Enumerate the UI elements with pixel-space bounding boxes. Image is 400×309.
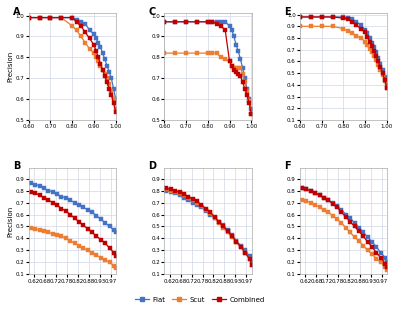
Text: A: A xyxy=(13,7,20,17)
Text: F: F xyxy=(284,162,291,171)
Text: E: E xyxy=(284,7,291,17)
Legend: Flat, Scut, Combined: Flat, Scut, Combined xyxy=(132,294,268,306)
Text: B: B xyxy=(13,162,20,171)
Text: C: C xyxy=(148,7,156,17)
Text: D: D xyxy=(148,162,156,171)
Y-axis label: Precision: Precision xyxy=(7,51,13,82)
Y-axis label: Precision: Precision xyxy=(7,205,13,237)
